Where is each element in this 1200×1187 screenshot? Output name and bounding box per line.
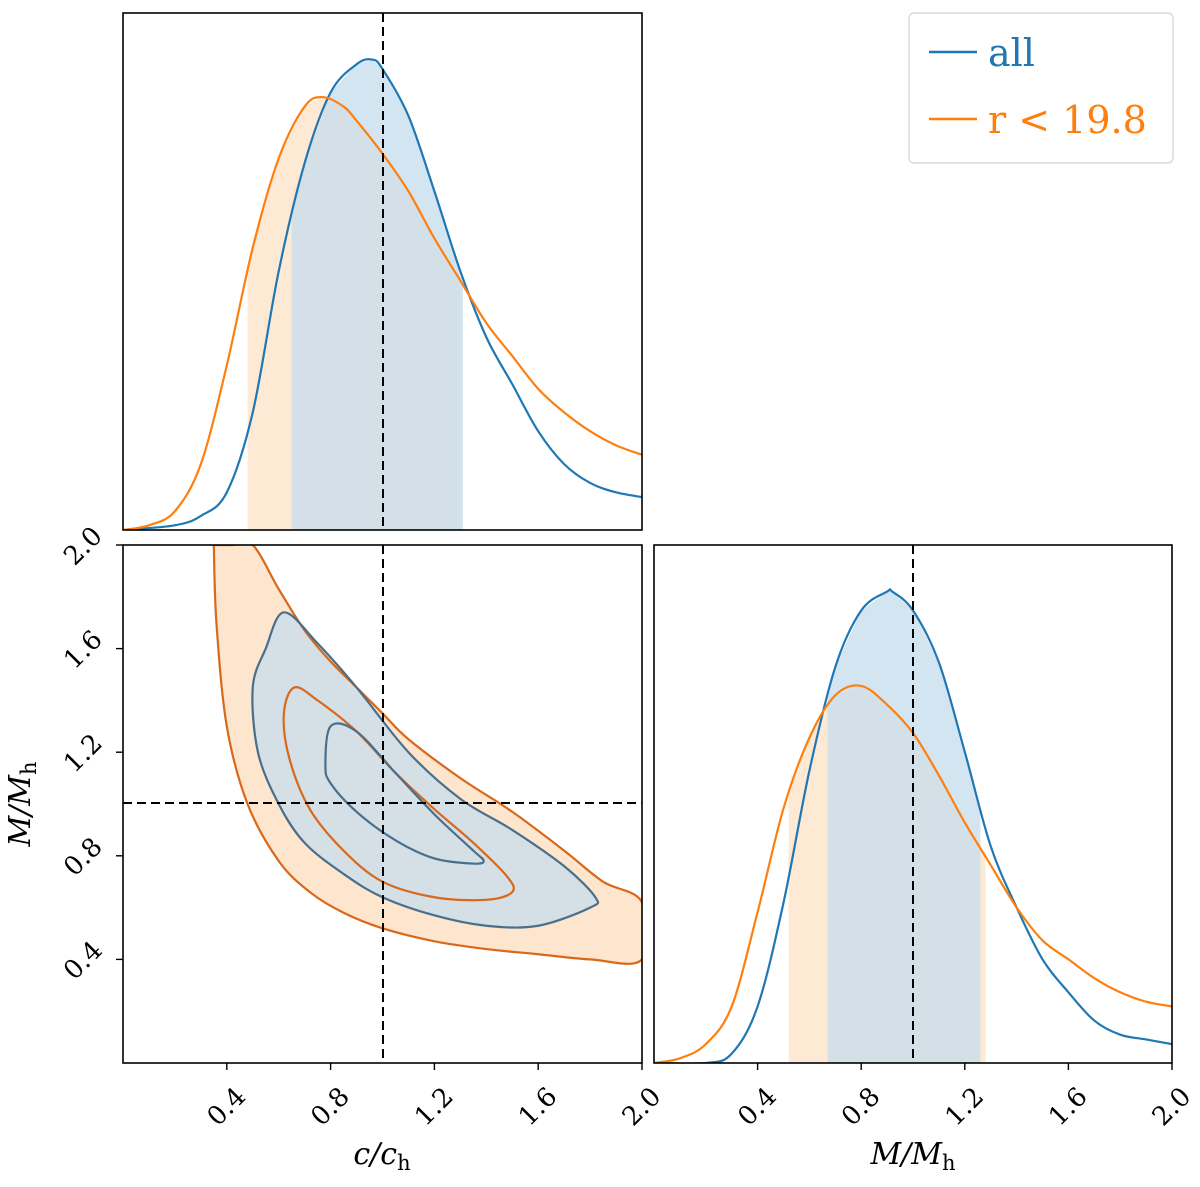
- x-c-tick-label-1: 0.8: [305, 1082, 355, 1132]
- y-M-tick-label-0: 0.4: [58, 936, 108, 986]
- x-axis-label-c: c/ch: [353, 1137, 410, 1175]
- marginal-M-all: [654, 588, 1172, 1063]
- x-M-tick-label-2: 1.2: [940, 1082, 990, 1132]
- legend-frame: [908, 12, 1174, 164]
- contour-line-bright-68: [282, 686, 515, 902]
- x-M-tick-label-3: 1.6: [1043, 1082, 1093, 1132]
- panel-marginal-c: [122, 12, 643, 531]
- interval-c-all: [291, 59, 463, 530]
- panel-joint: 0.4 0.8 1.2 1.6 2.0 0.4 0.8 1.2 1.6 2.0 c/ch M/M…: [3, 521, 667, 1175]
- marginal-M-curves: [654, 588, 1172, 1063]
- y-M-tick-label-1: 0.8: [58, 832, 108, 882]
- legend: all r < 19.8: [908, 12, 1174, 164]
- x-c-tick-label-2: 1.2: [409, 1082, 459, 1132]
- interval-M-all: [827, 591, 981, 1063]
- right-x-ticks: 0.4 0.8 1.2 1.6 2.0: [732, 1063, 1197, 1132]
- x-M-tick-label-4: 2.0: [1147, 1082, 1197, 1132]
- x-c-tick-label-0: 0.4: [202, 1082, 252, 1132]
- x-c-tick-label-4: 2.0: [617, 1082, 667, 1132]
- marginal-c-intervals: [247, 59, 463, 530]
- legend-label-all: all: [988, 31, 1035, 75]
- y-M-tick-label-3: 1.6: [58, 625, 108, 675]
- legend-label-bright: r < 19.8: [988, 98, 1147, 142]
- contour-line-all-95: [251, 611, 600, 929]
- panel-frame-right: [653, 544, 1173, 1064]
- contour-line-bright-95: [211, 545, 642, 965]
- contour-line-all-68: [324, 722, 485, 865]
- panel-frame-top: [122, 12, 643, 531]
- x-axis-label-M: M/Mh: [869, 1137, 955, 1175]
- x-c-tick-label-3: 1.6: [513, 1082, 563, 1132]
- panel-frame-joint: [122, 544, 643, 1064]
- x-M-tick-label-1: 0.8: [836, 1082, 886, 1132]
- marginal-c-curves: [123, 58, 642, 530]
- marginal-M-bright: [654, 684, 1172, 1063]
- joint-contours: [211, 545, 642, 965]
- panel-marginal-M: 0.4 0.8 1.2 1.6 2.0 M/Mh: [653, 544, 1197, 1175]
- y-M-tick-label-4: 2.0: [58, 521, 108, 571]
- y-axis-label-M: M/Mh: [3, 761, 41, 847]
- joint-y-ticks: 0.4 0.8 1.2 1.6 2.0: [58, 521, 123, 986]
- joint-x-ticks: 0.4 0.8 1.2 1.6 2.0: [202, 1063, 667, 1132]
- marginal-M-intervals: [788, 591, 986, 1063]
- x-M-tick-label-0: 0.4: [732, 1082, 782, 1132]
- marginal-c-bright: [123, 96, 642, 530]
- marginal-c-all: [123, 58, 642, 530]
- y-M-tick-label-2: 1.2: [58, 728, 108, 778]
